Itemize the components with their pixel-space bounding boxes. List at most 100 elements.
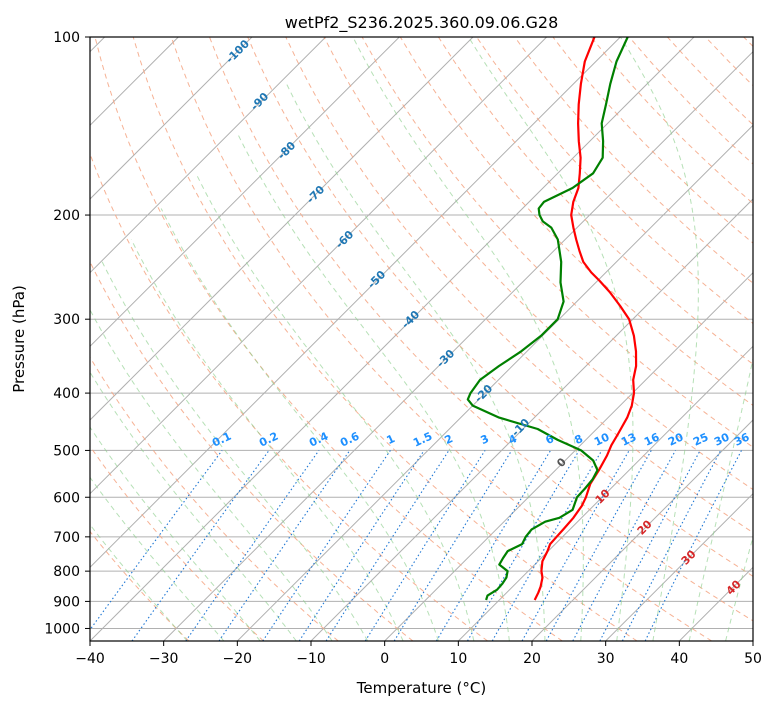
data-series (466, 37, 638, 601)
dry-adiabat-line (667, 37, 753, 126)
x-tick-label: 10 (449, 651, 467, 667)
mixing-ratio-label: 0.2 (257, 430, 280, 450)
x-tick-label: −10 (296, 651, 326, 667)
mixing-ratio-line (435, 450, 552, 641)
y-tick-label: 600 (53, 490, 80, 506)
mixing-ratio-line (621, 450, 722, 641)
mixing-ratio-label: 8 (573, 432, 585, 447)
isotherm-line (90, 37, 695, 641)
isotherm-line (531, 419, 753, 641)
mixing-ratio-line (262, 450, 391, 641)
dry-adiabat-line (90, 260, 414, 641)
dry-adiabat-line (90, 530, 190, 641)
moist-adiabat-line (90, 476, 225, 641)
mixing-ratio-label: 36 (732, 430, 752, 448)
dry-adiabat-label: -80 (275, 139, 298, 162)
mixing-ratio-label: 25 (691, 430, 710, 448)
x-tick-label: 0 (380, 651, 389, 667)
x-tick-label: 20 (523, 651, 541, 667)
x-tick-label: −20 (223, 651, 253, 667)
y-tick-label: 700 (53, 530, 80, 546)
mixing-ratio-line (545, 450, 652, 641)
mixing-ratio-label: 0.4 (307, 429, 330, 449)
moist-adiabat-line (286, 83, 546, 641)
dry-adiabat-line (476, 37, 753, 325)
dry-adiabat-line (552, 37, 753, 244)
mixing-ratio-label: 2 (443, 432, 455, 447)
mixing-ratio-label: 20 (666, 430, 686, 448)
mixing-ratio-line (218, 450, 351, 641)
dewpoint-profile-line (466, 37, 629, 601)
x-tick-label: −30 (149, 651, 179, 667)
y-tick-label: 100 (53, 30, 80, 46)
thermo-lines (90, 37, 753, 641)
mixing-ratio-label: 1 (385, 432, 397, 447)
mixing-ratio-line (131, 450, 270, 641)
mixing-ratio-label: 1.5 (411, 430, 434, 450)
axis-ticks: −40 −30 −20 −10 0 10 20 30 40 5010020030040050060… (44, 30, 762, 667)
y-tick-label: 400 (53, 386, 80, 402)
dry-adiabat-line (590, 37, 753, 205)
mixing-ratio-line (393, 450, 513, 641)
isotherm-line (90, 37, 548, 495)
isotherm-line (90, 37, 474, 421)
y-tick-label: 900 (53, 594, 80, 610)
moist-adiabat-line (90, 308, 333, 641)
isotherm-line (384, 271, 753, 641)
y-tick-label: 500 (53, 443, 80, 459)
y-axis-label: Pressure (hPa) (10, 285, 28, 393)
dry-adiabat-line (94, 37, 563, 641)
moist-adiabat-line (90, 523, 188, 641)
x-axis-label: Temperature (°C) (356, 679, 486, 697)
mixing-ratio-line (521, 450, 630, 641)
isotherm-line (90, 37, 621, 569)
dry-adiabat-label: -50 (365, 268, 388, 291)
x-tick-label: 40 (670, 651, 688, 667)
mixing-ratio-line (185, 450, 320, 641)
dry-adiabat-line (170, 37, 712, 641)
mixing-ratio-line (644, 450, 742, 641)
isotherm-line (752, 640, 753, 641)
chart-title: wetPf2_S236.2025.360.09.06.G28 (285, 13, 559, 33)
dry-adiabat-line (743, 37, 753, 48)
dry-adiabat-line (90, 356, 339, 641)
dry-adiabat-line (209, 37, 753, 622)
dry-adiabat-label: 0 (554, 455, 569, 470)
dry-adiabat-line (705, 37, 753, 87)
mixing-ratio-label: 0.1 (210, 430, 233, 450)
dry-adiabat-line (90, 152, 488, 641)
isotherm-line (605, 492, 753, 641)
moist-adiabat-line (130, 239, 404, 641)
dry-adiabat-line (132, 37, 638, 641)
dry-adiabat-line (285, 37, 753, 534)
dry-adiabat-label: 40 (724, 577, 744, 597)
background-grid (90, 36, 753, 629)
mixing-ratio-label: 30 (712, 430, 732, 448)
isotherm-line (90, 37, 400, 348)
dry-adiabat-line (247, 37, 753, 577)
moist-adiabat-line (236, 132, 510, 641)
moist-adiabat-line (468, 37, 634, 641)
mixing-ratio-label: 16 (642, 430, 662, 448)
x-tick-label: 30 (597, 651, 615, 667)
y-tick-label: 1000 (44, 621, 80, 637)
y-tick-label: 800 (53, 564, 80, 580)
isotherm-line (236, 124, 753, 641)
isotherm-line (678, 566, 753, 641)
mixing-ratio-label: 6 (544, 432, 557, 447)
mixing-ratio-line (572, 450, 676, 641)
mixing-ratio-label: 3 (479, 432, 491, 447)
mixing-ratio-label: 10 (592, 430, 612, 448)
y-tick-label: 300 (53, 312, 80, 328)
x-tick-label: −40 (75, 651, 105, 667)
isotherm-line (457, 345, 753, 641)
moist-adiabat-line (688, 356, 753, 641)
moist-adiabat-line (619, 37, 699, 641)
y-tick-label: 200 (53, 208, 80, 224)
mixing-ratio-line (298, 450, 425, 641)
mixing-ratio-line (90, 450, 223, 631)
dry-adiabat-line (437, 37, 753, 365)
mixing-ratio-line (599, 450, 701, 641)
temperature-profile-line (533, 37, 638, 601)
